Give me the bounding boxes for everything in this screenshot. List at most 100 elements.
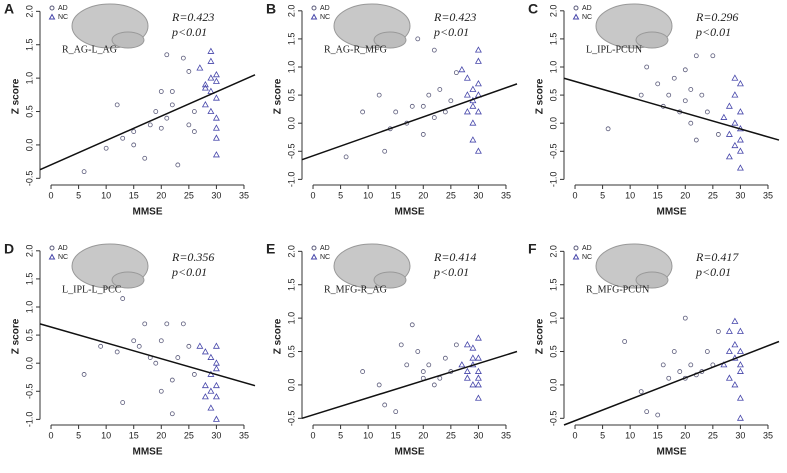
x-tick-label: 15 [391,190,401,200]
y-axis-label: Z score [535,78,546,114]
region-label: R_MFG-PCUN [586,284,649,295]
x-tick-label: 35 [763,190,773,200]
x-tick-label: 10 [363,190,373,200]
ad-point [448,98,454,104]
brain-icon-lobe [635,271,669,289]
legend-label: AD [320,5,330,12]
nc-point [469,344,477,351]
x-tick-label: 10 [363,430,373,440]
nc-point [212,393,220,400]
nc-point [201,348,209,355]
y-tick-label: 1.0 [24,72,34,85]
ad-point [114,102,120,108]
ad-point [431,382,437,388]
x-tick-label: 25 [708,190,718,200]
x-tick-label: 25 [184,430,194,440]
nc-point [725,153,733,160]
nc-point [731,119,739,126]
y-tick-label: 0.5 [24,105,34,118]
brain-icon-lobe [635,31,669,49]
legend-marker [310,253,318,260]
legend-marker [572,253,580,260]
ad-point [81,169,87,175]
r-annotation: R=0.296 [695,10,738,24]
x-tick-label: 5 [76,430,81,440]
nc-point [725,374,733,381]
ad-point [699,92,705,98]
ad-point [191,109,197,114]
y-axis-label: Z score [273,78,284,114]
brain-icon-lobe [373,271,407,289]
ad-point [169,89,175,94]
trend-line [563,77,780,141]
ad-point [688,120,694,126]
ad-point [426,362,432,368]
x-tick-label: 20 [418,190,428,200]
x-tick-label: 30 [735,430,745,440]
y-tick-label: -0.5 [548,411,558,427]
ad-point [420,132,426,137]
y-tick-label: 2.0 [24,245,34,258]
ad-point [671,75,677,81]
y-tick-label: 2.0 [286,245,296,258]
r-annotation: R=0.417 [695,250,739,264]
legend-marker [48,13,56,20]
nc-point [196,342,204,349]
nc-point [474,354,482,361]
nc-point [725,102,733,109]
nc-point [736,414,744,421]
x-tick-label: 20 [156,430,166,440]
nc-point [201,381,209,389]
region-label: L_IPL-PCUN [586,44,642,55]
nc-point [736,327,744,334]
nc-point [736,147,744,154]
ad-point [191,129,197,134]
x-tick-label: 15 [129,190,139,200]
y-tick-label: 1.0 [548,312,558,325]
y-tick-label: 0.0 [24,357,34,370]
y-tick-label: 0.5 [286,89,296,102]
y-tick-label: 0.0 [548,379,558,392]
x-tick-label: 0 [311,430,316,440]
ad-point [186,343,192,349]
legend-label: NC [320,14,330,21]
nc-point [458,361,466,368]
ad-point [136,343,142,349]
ad-point [180,321,186,327]
r-annotation: R=0.414 [433,250,476,264]
y-tick-label: 1.0 [548,61,558,74]
x-tick-label: 5 [338,190,343,200]
legend-label: NC [320,254,330,261]
ad-point [81,372,87,377]
x-axis-label: MMSE [133,447,163,458]
x-tick-label: 35 [501,190,511,200]
ad-point [376,382,382,388]
nc-point [731,317,739,324]
ad-point [158,125,164,131]
ad-point [693,53,699,59]
ad-point [688,87,694,92]
nc-point [463,91,471,98]
nc-point [212,151,220,158]
nc-point [201,393,209,400]
ad-point [644,409,650,415]
brain-icon-lobe [111,31,145,49]
trend-line [301,350,518,420]
nc-point [736,347,744,354]
nc-point [469,354,477,361]
ad-point [169,411,175,417]
x-tick-label: 25 [446,190,456,200]
x-tick-label: 25 [184,190,194,200]
ad-point [147,122,153,128]
legend-label: NC [58,254,68,261]
nc-point [207,47,215,54]
y-tick-label: -0.5 [286,411,296,427]
y-tick-label: 1.5 [548,278,558,291]
nc-point [736,136,744,143]
ad-point [704,349,710,354]
ad-point [404,362,410,368]
x-axis-label: MMSE [657,207,687,218]
ad-point [622,339,628,344]
